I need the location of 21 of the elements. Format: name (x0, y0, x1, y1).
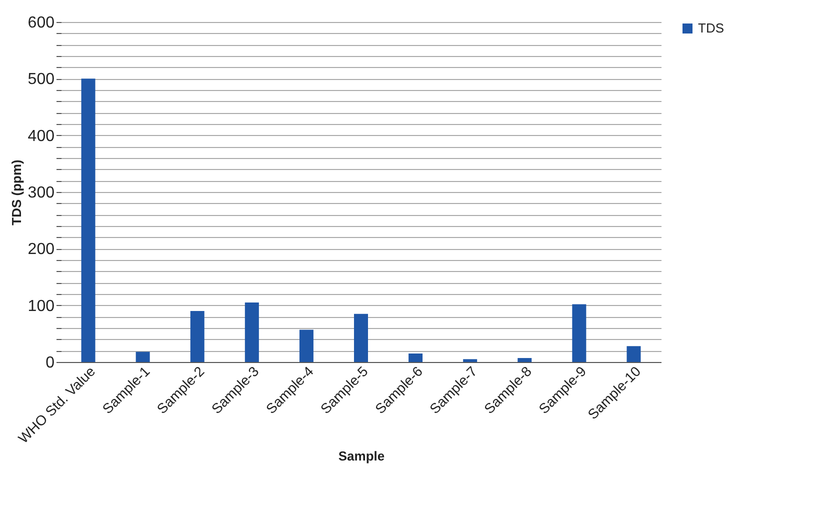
y-tick-label: 400 (28, 128, 55, 145)
y-tick-label: 300 (28, 184, 55, 202)
bar (518, 358, 532, 362)
bar (190, 311, 204, 362)
bar (81, 78, 96, 362)
legend-label: TDS (698, 20, 724, 36)
bar (572, 304, 586, 362)
y-tick-label: 100 (28, 298, 55, 315)
bar (244, 302, 259, 362)
bar (354, 314, 368, 362)
y-tick-label: 500 (28, 71, 55, 88)
y-tick-label: 600 (28, 14, 55, 32)
y-axis-title: TDS (ppm) (8, 160, 24, 226)
bar (408, 354, 423, 362)
bar (299, 330, 314, 362)
x-axis-title: Sample (338, 448, 385, 464)
bar (463, 359, 478, 362)
bar (626, 346, 641, 362)
bar (136, 352, 150, 362)
y-tick-label: 0 (46, 354, 55, 372)
y-tick-label: 200 (28, 241, 55, 258)
